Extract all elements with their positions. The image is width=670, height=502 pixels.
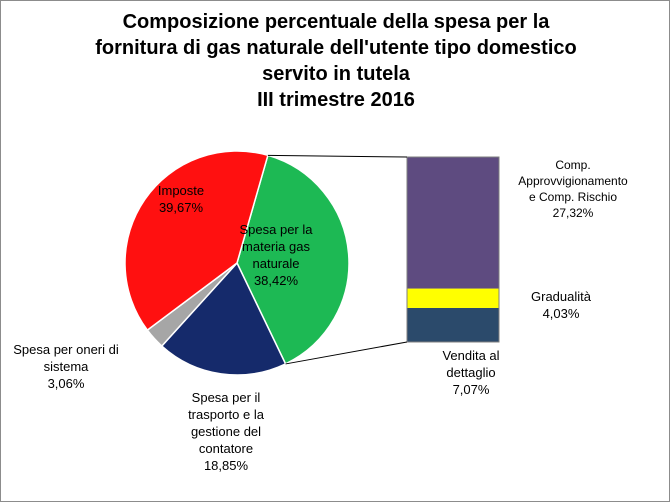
slice-label-name: Spesa per il: [191, 390, 261, 405]
slice-label-name: materia gas: [242, 239, 310, 254]
segment-label-vendita: Vendita al dettaglio 7,07%: [421, 347, 521, 398]
slice-label-imposte: Imposte 39,67%: [136, 182, 226, 216]
bar-outline: [406, 156, 500, 343]
slice-label-name: trasporto e la: [188, 407, 264, 422]
segment-label-gradualita: Gradualità 4,03%: [511, 288, 611, 322]
pie-slice: [236, 154, 350, 365]
slice-label-name: Spesa per la: [239, 222, 313, 237]
slice-label-value: 39,67%: [158, 200, 204, 215]
slice-label-oneri-sistema: Spesa per oneri di sistema 3,06%: [1, 341, 131, 392]
segment-label-name: Vendita al: [442, 348, 500, 363]
title-line: servito in tutela: [262, 63, 410, 85]
title-line: III trimestre 2016: [257, 89, 415, 111]
segment-label-name: dettaglio: [446, 365, 496, 380]
pie-slice: [124, 150, 269, 332]
segment-label-value: 27,32%: [552, 206, 594, 220]
bar-segment: [407, 288, 499, 308]
slice-label-name: gestione del: [190, 424, 262, 439]
segment-label-name: Gradualità: [531, 289, 591, 304]
connector-line-bottom: [285, 341, 408, 365]
segment-label-name: Approvvigionamento: [518, 174, 628, 188]
connector-line-top: [267, 154, 408, 158]
bar-segment: [407, 157, 499, 289]
segment-label-approvvigionamento: Comp. Approvvigionamento e Comp. Rischio…: [503, 157, 643, 221]
title-line: fornitura di gas naturale dell'utente ti…: [95, 37, 577, 59]
slice-label-name: contatore: [198, 441, 254, 456]
slice-label-value: 3,06%: [47, 376, 85, 391]
segment-label-value: 7,07%: [452, 382, 490, 397]
chart-title: Composizione percentuale della spesa per…: [41, 9, 631, 113]
segment-label-value: 4,03%: [542, 306, 580, 321]
slice-label-name: Spesa per oneri di: [13, 342, 119, 357]
segment-label-name: e Comp. Rischio: [528, 190, 618, 204]
title-line: Composizione percentuale della spesa per…: [122, 11, 550, 33]
slice-label-value: 18,85%: [203, 458, 249, 473]
slice-label-value: 38,42%: [253, 273, 299, 288]
slice-label-name: sistema: [43, 359, 89, 374]
slice-label-materia-gas: Spesa per la materia gas naturale 38,42%: [226, 221, 326, 289]
segment-label-name: Comp.: [555, 158, 591, 172]
slice-label-name: naturale: [252, 256, 300, 271]
pie-slice: [160, 261, 287, 376]
slice-label-name: Imposte: [157, 183, 205, 198]
slice-label-trasporto: Spesa per il trasporto e la gestione del…: [161, 389, 291, 474]
bar-segment: [407, 307, 499, 342]
